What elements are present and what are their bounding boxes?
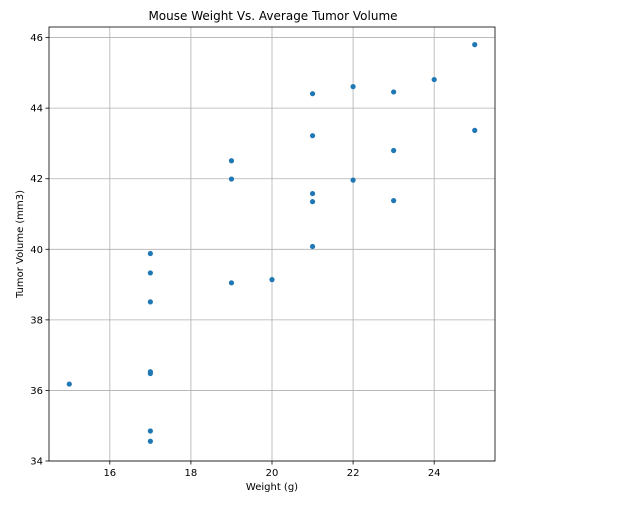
x-tick-label: 16 <box>103 468 116 479</box>
data-point <box>350 84 356 90</box>
data-point <box>309 199 316 205</box>
chart-title: Mouse Weight Vs. Average Tumor Volume <box>148 9 397 23</box>
x-tick-label: 22 <box>347 468 360 479</box>
data-point <box>147 270 153 276</box>
y-tick-label: 38 <box>30 315 43 326</box>
x-axis-label: Weight (g) <box>246 482 298 493</box>
y-tick-label: 40 <box>30 245 43 256</box>
data-point <box>228 176 235 182</box>
data-point <box>309 91 316 97</box>
y-tick-label: 44 <box>30 104 43 115</box>
y-tick-label: 36 <box>30 386 43 397</box>
data-point <box>309 133 316 139</box>
axis-ticks: 16 18 20 22 24 34 36 38 40 42 44 46 <box>30 33 440 479</box>
grid-lines <box>49 27 495 462</box>
data-points <box>66 42 478 444</box>
data-point <box>147 428 153 434</box>
data-point <box>147 438 153 444</box>
data-point <box>228 158 235 164</box>
data-point <box>391 198 397 204</box>
data-point <box>147 250 153 257</box>
data-point <box>228 280 235 286</box>
y-tick-label: 46 <box>30 33 43 44</box>
data-point <box>431 76 437 83</box>
data-point <box>472 42 478 48</box>
y-axis-label: Tumor Volume (mm3) <box>15 190 26 299</box>
x-tick-label: 24 <box>428 468 441 479</box>
x-tick-label: 18 <box>185 468 198 479</box>
data-point <box>147 299 153 305</box>
data-point <box>147 369 153 375</box>
data-point <box>309 243 316 250</box>
y-tick-label: 34 <box>30 457 43 468</box>
data-point <box>391 147 397 154</box>
data-point <box>269 277 275 283</box>
data-point <box>309 190 316 197</box>
data-point <box>472 127 478 133</box>
x-tick-label: 20 <box>266 468 279 479</box>
data-point <box>66 381 72 387</box>
data-point <box>350 177 356 183</box>
y-tick-label: 42 <box>30 174 43 185</box>
data-point <box>391 89 397 95</box>
